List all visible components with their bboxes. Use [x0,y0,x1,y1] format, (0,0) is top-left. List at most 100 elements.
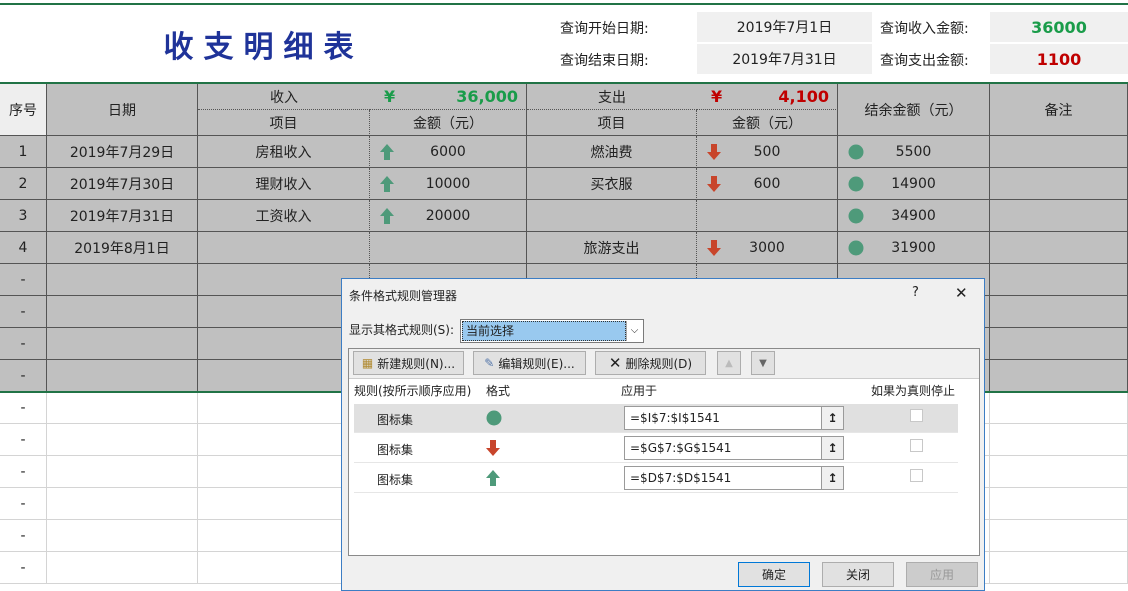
show-rules-select[interactable]: 当前选择 ⌵ [460,319,644,343]
applies-to-input[interactable]: =$D$7:$D$1541 ↥ [624,466,844,490]
income-amount-cell[interactable]: 6000 [370,136,527,168]
header-income-amount[interactable]: 金额（元） [370,110,527,136]
seq-cell[interactable]: - [0,392,47,424]
stop-if-true-checkbox[interactable] [910,409,923,422]
header-date[interactable]: 日期 [47,84,198,136]
stop-if-true-checkbox[interactable] [910,469,923,482]
seq-cell[interactable]: - [0,328,47,360]
date-cell[interactable] [47,392,198,424]
note-cell[interactable] [990,232,1128,264]
end-date-cell[interactable]: 2019年7月31日 [697,44,872,74]
balance-cell[interactable]: 31900 [838,232,990,264]
move-down-button[interactable]: ▼ [751,351,775,375]
help-button[interactable]: ? [912,285,919,300]
expense-item-cell[interactable]: 买衣服 [527,168,697,200]
date-cell[interactable] [47,264,198,296]
income-amount-cell[interactable]: 10000 [370,168,527,200]
header-income-total[interactable]: ¥36,000 [370,84,527,110]
collapse-range-icon[interactable]: ↥ [821,437,843,459]
header-note[interactable]: 备注 [990,84,1128,136]
balance-cell[interactable]: 14900 [838,168,990,200]
start-date-cell[interactable]: 2019年7月1日 [697,12,872,42]
date-cell[interactable] [47,552,198,584]
income-item-cell[interactable]: 工资收入 [198,200,370,232]
date-cell[interactable] [47,328,198,360]
note-cell[interactable] [990,168,1128,200]
expense-item-cell[interactable]: 旅游支出 [527,232,697,264]
date-cell[interactable] [47,296,198,328]
ok-button[interactable]: 确定 [738,562,810,587]
seq-cell[interactable]: - [0,520,47,552]
seq-cell[interactable]: - [0,264,47,296]
seq-cell[interactable]: 1 [0,136,47,168]
seq-cell[interactable]: - [0,360,47,392]
seq-cell[interactable]: 2 [0,168,47,200]
note-cell[interactable] [990,392,1128,424]
seq-cell[interactable]: 4 [0,232,47,264]
collapse-range-icon[interactable]: ↥ [821,467,843,489]
expense-query-value[interactable]: 1100 [990,44,1128,74]
date-cell[interactable] [47,520,198,552]
stop-if-true-checkbox[interactable] [910,439,923,452]
balance-cell[interactable]: 34900 [838,200,990,232]
note-cell[interactable] [990,424,1128,456]
note-cell[interactable] [990,552,1128,584]
seq-cell[interactable]: - [0,296,47,328]
balance-cell[interactable]: 5500 [838,136,990,168]
seq-cell[interactable]: - [0,424,47,456]
delete-rule-button[interactable]: ✕ 删除规则(D) [595,351,706,375]
expense-amount-cell[interactable]: 600 [697,168,838,200]
header-income[interactable]: 收入 [198,84,370,110]
applies-to-input[interactable]: =$G$7:$G$1541 ↥ [624,436,844,460]
apply-button[interactable]: 应用 [906,562,978,587]
header-expense-amount[interactable]: 金额（元） [697,110,838,136]
date-cell[interactable] [47,360,198,392]
expense-item-cell[interactable]: 燃油费 [527,136,697,168]
income-query-value[interactable]: 36000 [990,12,1128,42]
date-cell[interactable] [47,424,198,456]
income-item-cell[interactable]: 理财收入 [198,168,370,200]
income-amount-cell[interactable]: 20000 [370,200,527,232]
seq-cell[interactable]: 3 [0,200,47,232]
note-cell[interactable] [990,328,1128,360]
edit-rule-button[interactable]: ✎ 编辑规则(E)... [473,351,586,375]
date-cell[interactable]: 2019年7月31日 [47,200,198,232]
seq-cell[interactable]: - [0,552,47,584]
income-amount-cell[interactable] [370,232,527,264]
date-cell[interactable]: 2019年8月1日 [47,232,198,264]
header-balance[interactable]: 结余金额（元） [838,84,990,136]
date-cell[interactable] [47,456,198,488]
note-cell[interactable] [990,136,1128,168]
rule-row[interactable]: 图标集 =$I$7:$I$1541 ↥ [354,404,958,433]
expense-amount-cell[interactable] [697,200,838,232]
header-expense-item[interactable]: 项目 [527,110,697,136]
note-cell[interactable] [990,264,1128,296]
header-expense-total[interactable]: ¥4,100 [697,84,838,110]
rule-row[interactable]: 图标集 =$G$7:$G$1541 ↥ [354,434,958,463]
expense-amount-cell[interactable]: 500 [697,136,838,168]
expense-amount-cell[interactable]: 3000 [697,232,838,264]
note-cell[interactable] [990,360,1128,392]
close-icon[interactable]: ✕ [955,284,968,302]
expense-item-cell[interactable] [527,200,697,232]
date-cell[interactable]: 2019年7月30日 [47,168,198,200]
seq-cell[interactable]: - [0,488,47,520]
new-rule-button[interactable]: ▦ 新建规则(N)... [353,351,464,375]
income-item-cell[interactable] [198,232,370,264]
header-seq[interactable]: 序号 [0,84,47,136]
move-up-button[interactable]: ▲ [717,351,741,375]
note-cell[interactable] [990,296,1128,328]
note-cell[interactable] [990,520,1128,552]
income-item-cell[interactable]: 房租收入 [198,136,370,168]
seq-cell[interactable]: - [0,456,47,488]
note-cell[interactable] [990,488,1128,520]
close-button[interactable]: 关闭 [822,562,894,587]
date-cell[interactable] [47,488,198,520]
date-cell[interactable]: 2019年7月29日 [47,136,198,168]
header-expense[interactable]: 支出 [527,84,697,110]
applies-to-input[interactable]: =$I$7:$I$1541 ↥ [624,406,844,430]
rule-row[interactable]: 图标集 =$D$7:$D$1541 ↥ [354,464,958,493]
note-cell[interactable] [990,200,1128,232]
note-cell[interactable] [990,456,1128,488]
header-income-item[interactable]: 项目 [198,110,370,136]
